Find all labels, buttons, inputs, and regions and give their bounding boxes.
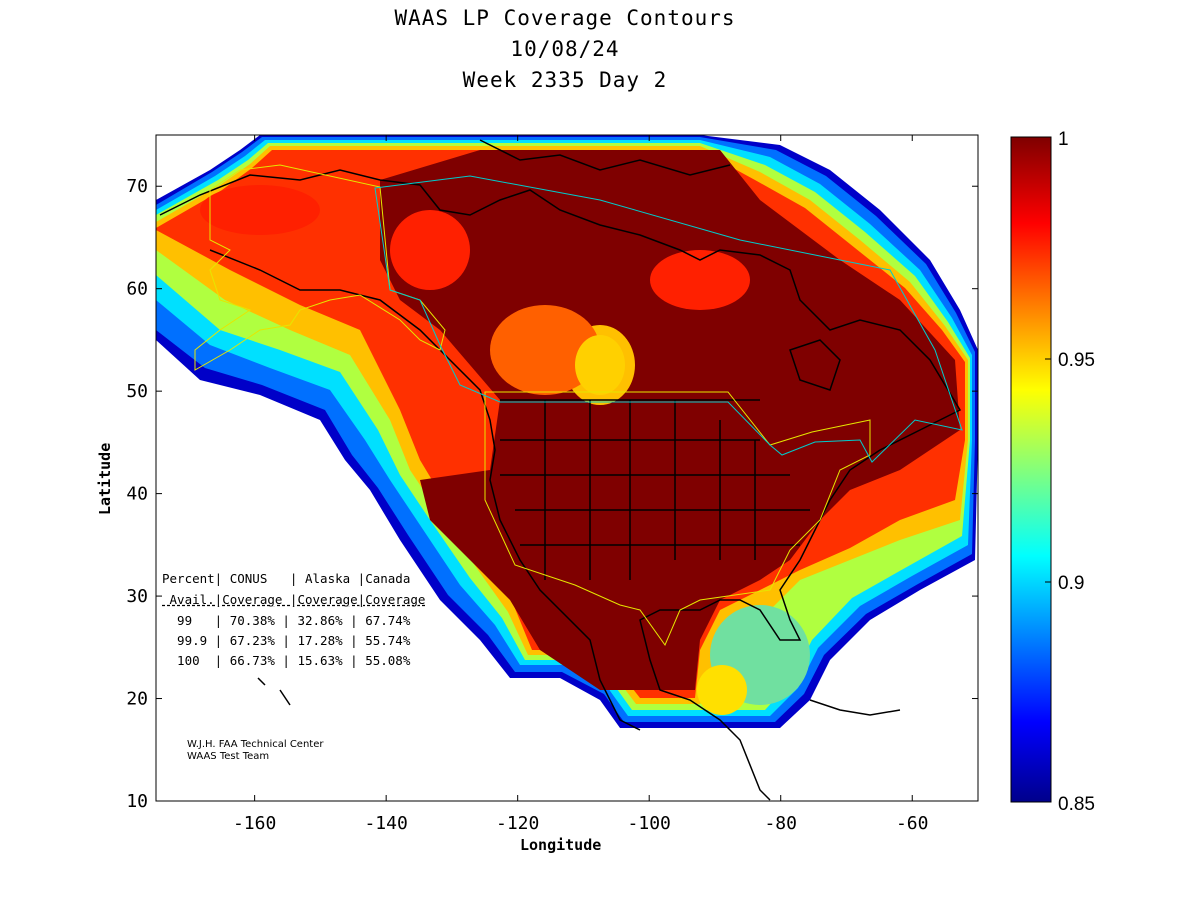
plot-frame <box>155 134 979 802</box>
colorbar-tick-label: 0.95 <box>1058 350 1095 371</box>
coverage-table-header: Percent| CONUS | Alaska |Canada <box>162 571 411 586</box>
coverage-table-subheader: Avail.|Coverage |Coverage|Coverage <box>162 592 426 607</box>
colorbar <box>1010 136 1052 803</box>
x-axis-ticks: -160 -140 -120 -100 -80 -60 <box>233 135 929 834</box>
coverage-contours <box>156 135 978 801</box>
x-tick-label: -100 <box>628 813 671 834</box>
x-tick-label: -160 <box>233 813 276 834</box>
map-week-day: Week 2335 Day 2 <box>462 68 668 92</box>
y-axis-label: Latitude <box>96 442 114 515</box>
x-axis-label: Longitude <box>520 836 602 854</box>
y-tick-label: 30 <box>126 586 148 607</box>
credit-line: WAAS Test Team <box>187 751 270 762</box>
x-tick-label: -120 <box>496 813 539 834</box>
map-title: WAAS LP Coverage Contours <box>394 6 736 30</box>
y-tick-label: 50 <box>126 381 148 402</box>
canada-boundary <box>374 175 963 463</box>
y-tick-label: 60 <box>126 279 148 300</box>
credit-line: W.J.H. FAA Technical Center <box>187 739 324 750</box>
coverage-table-row: 99.9 | 67.23% | 17.28% | 55.74% <box>162 633 411 648</box>
y-tick-label: 10 <box>126 791 148 812</box>
coastline-outlines <box>159 139 962 801</box>
map-date: 10/08/24 <box>510 37 620 61</box>
region-boundaries <box>194 164 963 647</box>
colorbar-ticks <box>1045 136 1051 803</box>
contour-100 <box>380 150 960 690</box>
y-tick-label: 70 <box>126 176 148 197</box>
x-tick-label: -60 <box>896 813 929 834</box>
colorbar-tick-label: 0.9 <box>1058 573 1085 594</box>
colorbar-tick-label: 1 <box>1058 129 1069 150</box>
y-tick-label: 20 <box>126 689 148 710</box>
coverage-table-row: 99 | 70.38% | 32.86% | 67.74% <box>162 613 411 628</box>
x-tick-label: -80 <box>764 813 797 834</box>
colorbar-tick-label: 0.85 <box>1058 794 1095 815</box>
coverage-table-row: 100 | 66.73% | 15.63% | 55.08% <box>162 653 411 668</box>
y-tick-label: 40 <box>126 484 148 505</box>
x-tick-label: -140 <box>364 813 407 834</box>
y-axis-ticks: 10 20 30 40 50 60 70 <box>126 176 978 812</box>
conus-boundary <box>484 391 871 647</box>
